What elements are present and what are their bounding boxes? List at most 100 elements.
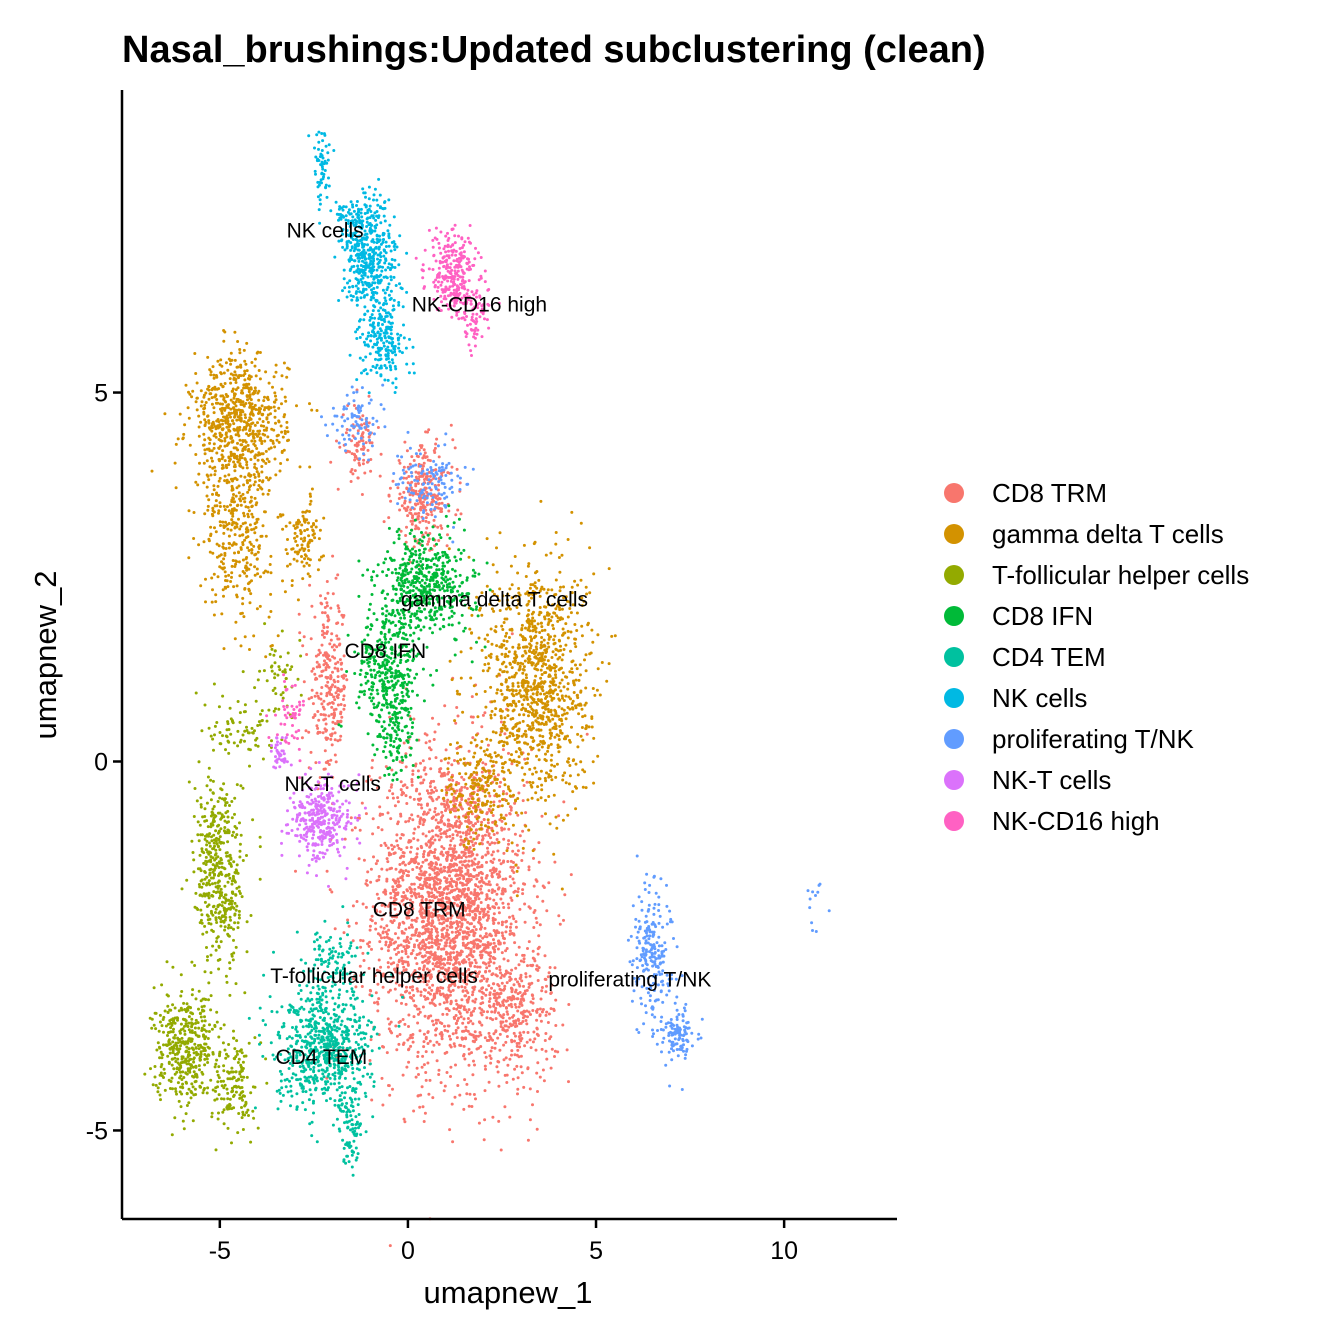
data-point bbox=[442, 847, 446, 850]
data-point bbox=[302, 635, 306, 639]
data-point bbox=[388, 988, 392, 992]
data-point bbox=[202, 432, 206, 436]
data-point bbox=[407, 819, 411, 823]
data-point bbox=[224, 421, 228, 425]
data-point bbox=[522, 543, 526, 547]
data-point bbox=[437, 1068, 441, 1072]
data-point bbox=[439, 774, 443, 778]
data-point bbox=[395, 1034, 399, 1038]
data-point bbox=[403, 863, 407, 867]
data-point bbox=[575, 611, 579, 615]
data-point bbox=[229, 398, 233, 402]
data-point bbox=[240, 409, 244, 413]
data-point bbox=[229, 435, 233, 438]
data-point bbox=[506, 1012, 510, 1016]
data-point bbox=[354, 921, 358, 925]
data-point bbox=[236, 340, 240, 343]
data-point bbox=[522, 992, 526, 996]
data-point bbox=[212, 406, 216, 410]
data-point bbox=[410, 783, 414, 787]
data-point bbox=[448, 778, 452, 782]
data-point bbox=[195, 381, 199, 385]
data-point bbox=[244, 536, 248, 540]
data-point bbox=[485, 966, 489, 970]
data-point bbox=[492, 921, 496, 925]
data-point bbox=[528, 1118, 532, 1122]
data-point bbox=[404, 752, 408, 756]
data-point bbox=[242, 348, 246, 352]
data-point bbox=[322, 718, 326, 722]
data-point bbox=[497, 995, 501, 999]
data-point bbox=[463, 1057, 467, 1061]
data-point bbox=[445, 857, 448, 861]
data-point bbox=[521, 671, 525, 675]
data-point bbox=[391, 885, 395, 889]
data-point bbox=[396, 796, 400, 800]
data-point bbox=[454, 850, 458, 854]
data-point bbox=[471, 831, 475, 835]
data-point bbox=[311, 533, 315, 537]
data-point bbox=[455, 887, 459, 891]
data-point bbox=[318, 528, 322, 532]
data-point bbox=[227, 424, 231, 428]
data-point bbox=[535, 964, 539, 968]
data-point bbox=[238, 453, 242, 457]
data-point bbox=[215, 542, 219, 546]
data-point bbox=[460, 1037, 464, 1041]
data-point bbox=[368, 988, 372, 992]
data-point bbox=[315, 724, 319, 728]
data-point bbox=[422, 1063, 426, 1067]
data-point bbox=[307, 563, 311, 567]
data-point bbox=[414, 484, 418, 488]
data-point bbox=[234, 373, 238, 377]
data-point bbox=[200, 400, 204, 404]
data-point bbox=[510, 632, 514, 636]
data-point bbox=[536, 979, 540, 982]
data-point bbox=[557, 914, 561, 918]
data-point bbox=[230, 510, 234, 514]
data-point bbox=[243, 635, 247, 639]
data-point bbox=[323, 713, 327, 717]
data-point bbox=[438, 767, 442, 771]
data-point bbox=[417, 862, 420, 866]
data-point bbox=[431, 967, 435, 971]
data-point bbox=[388, 940, 392, 944]
data-point bbox=[512, 933, 516, 937]
data-point bbox=[209, 370, 213, 374]
data-point bbox=[554, 653, 558, 657]
data-point bbox=[408, 898, 412, 902]
data-point bbox=[578, 663, 582, 667]
data-point bbox=[543, 1039, 547, 1042]
data-point bbox=[486, 941, 490, 944]
data-point bbox=[427, 956, 430, 960]
data-point bbox=[514, 920, 518, 924]
data-point bbox=[557, 750, 561, 754]
data-point bbox=[414, 930, 418, 934]
data-point bbox=[391, 796, 395, 800]
data-point bbox=[418, 867, 422, 870]
data-point bbox=[283, 395, 287, 399]
data-point bbox=[470, 695, 474, 699]
data-point bbox=[445, 544, 449, 548]
data-point bbox=[411, 949, 415, 952]
data-point bbox=[482, 1138, 486, 1142]
data-point bbox=[376, 932, 380, 936]
data-point bbox=[354, 985, 358, 989]
data-point bbox=[174, 442, 178, 446]
data-point bbox=[269, 610, 273, 613]
data-point bbox=[521, 799, 525, 803]
data-point bbox=[462, 875, 466, 879]
data-point bbox=[251, 421, 255, 425]
data-point bbox=[467, 1052, 471, 1056]
data-point bbox=[500, 920, 504, 924]
data-point bbox=[546, 1021, 550, 1024]
data-point bbox=[307, 521, 310, 525]
data-point bbox=[209, 426, 213, 430]
data-point bbox=[214, 394, 217, 398]
data-point bbox=[452, 862, 456, 866]
data-point bbox=[430, 887, 434, 891]
data-point bbox=[509, 986, 513, 990]
data-point bbox=[444, 886, 448, 890]
data-point bbox=[474, 961, 478, 965]
data-point bbox=[493, 841, 497, 845]
